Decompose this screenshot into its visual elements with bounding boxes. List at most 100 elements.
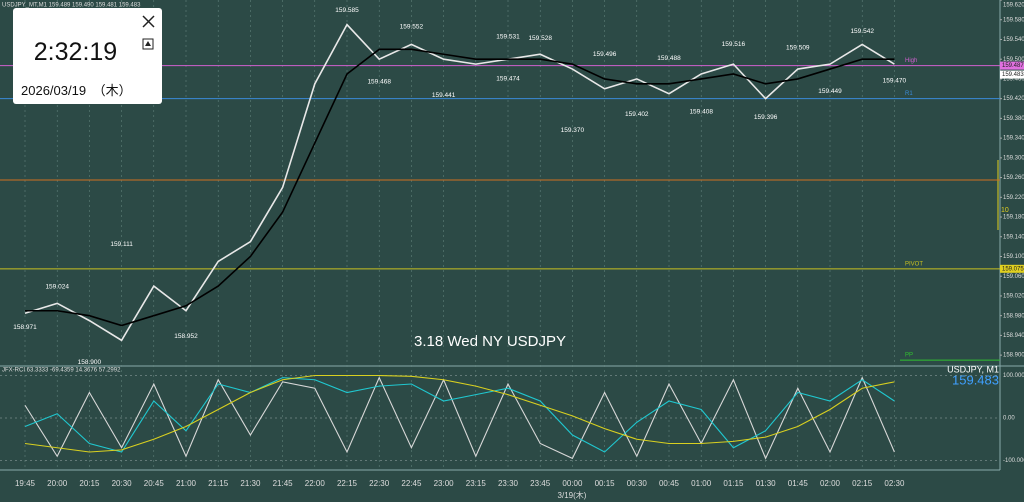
chart-title: 3.18 Wed NY USDJPY (414, 333, 566, 350)
x-tick-label: 02:00 (820, 479, 841, 488)
x-tick-label: 23:15 (466, 479, 487, 488)
y-tick-label: 159.340 (1003, 136, 1024, 142)
clock-date: 2026/03/19 （木） (21, 83, 132, 98)
x-tick-label: 20:45 (144, 479, 165, 488)
price-annotation: 159.402 (625, 111, 649, 118)
x-tick-label: 22:00 (305, 479, 326, 488)
x-tick-label: 02:15 (852, 479, 873, 488)
price-annotation: 159.496 (593, 51, 617, 58)
y-tick-label: 159.380 (1003, 116, 1024, 122)
y-tick-label: 159.540 (1003, 37, 1024, 43)
price-annotation: 158.971 (13, 324, 37, 331)
price-annotation: 159.408 (689, 108, 713, 115)
price-box (1000, 70, 1024, 79)
y-tick-label: 159.100 (1003, 254, 1024, 260)
price-annotation: 159.528 (528, 35, 552, 42)
y-tick-label: 159.220 (1003, 195, 1024, 201)
x-tick-label: 01:15 (723, 479, 744, 488)
pin-arrow (145, 41, 151, 46)
series-line (24, 23, 895, 342)
pin-icon[interactable] (142, 38, 154, 50)
price-annotation: 159.531 (496, 34, 520, 41)
y-tick-label: 159.260 (1003, 175, 1024, 181)
series-line (24, 376, 895, 460)
close-icon[interactable] (142, 15, 155, 28)
y-tick-label: 159.300 (1003, 155, 1024, 161)
price-annotation: 159.396 (754, 114, 778, 121)
level-label: PP (905, 353, 913, 359)
right-marker: 10 (1001, 207, 1009, 214)
price-annotation: 159.488 (657, 55, 681, 62)
price-annotation: 159.449 (818, 88, 842, 95)
price-annotation: 159.370 (561, 127, 585, 134)
x-tick-label: 00:30 (627, 479, 648, 488)
price-annotation: 159.111 (110, 241, 133, 248)
symbol: USDJPY, M1 (947, 364, 999, 374)
date-label: 3/19(木) (558, 490, 587, 500)
clock-time: 2:32:19 (33, 38, 118, 66)
y-tick-label: 159.420 (1003, 96, 1024, 102)
y-tick-label: 158.980 (1003, 313, 1024, 319)
chart-header: USDJPY_MT,M1 159.489 159.490 159.481 159… (2, 3, 141, 9)
price-box-label: 159.075 (1002, 266, 1024, 272)
x-tick-label: 00:00 (562, 479, 583, 488)
indicator-tick-label: 0.00 (1003, 416, 1015, 422)
clock-icons (142, 15, 155, 50)
x-tick-label: 02:30 (884, 479, 905, 488)
price-annotation: 158.952 (174, 333, 198, 340)
x-tick-label: 22:45 (401, 479, 422, 488)
x-tick-label: 22:30 (369, 479, 390, 488)
price-annotation: 159.468 (367, 79, 391, 86)
x-tick-label: 01:30 (756, 479, 777, 488)
price-annotation: 159.474 (496, 76, 520, 83)
y-tick-label: 159.180 (1003, 215, 1024, 221)
price-annotation: 158.900 (78, 359, 102, 366)
x-tick-label: 01:45 (788, 479, 809, 488)
x-tick-label: 20:00 (47, 479, 68, 488)
series-line (25, 48, 895, 327)
price-box (1000, 61, 1024, 70)
y-tick-label: 159.140 (1003, 234, 1024, 240)
x-tick-label: 23:45 (530, 479, 551, 488)
y-tick-label: 159.020 (1003, 294, 1024, 300)
price-annotation: 159.024 (45, 284, 69, 291)
last-price: 159.483 (952, 372, 999, 387)
price-annotation: 159.542 (850, 28, 874, 35)
level-label: R1 (905, 91, 913, 97)
y-tick-label: 159.580 (1003, 17, 1024, 23)
x-tick-label: 21:15 (208, 479, 229, 488)
x-tick-label: 20:30 (112, 479, 133, 488)
x-tick-label: 23:30 (498, 479, 519, 488)
level-label: High (905, 58, 917, 64)
x-tick-label: 00:15 (595, 479, 616, 488)
x-tick-label: 01:00 (691, 479, 712, 488)
x-tick-label: 22:15 (337, 479, 358, 488)
y-tick-label: 158.900 (1003, 353, 1024, 359)
x-tick-label: 00:45 (659, 479, 680, 488)
y-tick-label: 159.620 (1003, 3, 1024, 9)
y-tick-label: 159.460 (1003, 76, 1024, 82)
x-tick-label: 21:00 (176, 479, 197, 488)
clock-widget: 2:32:19 2026/03/19 （木） (13, 8, 162, 104)
price-annotation: 159.585 (335, 7, 359, 14)
y-tick-label: 159.500 (1003, 57, 1024, 63)
price-box-label: 159.487 (1002, 63, 1024, 69)
level-label: PIVOT (905, 261, 923, 267)
price-annotation: 159.441 (432, 92, 456, 99)
x-tick-label: 21:30 (240, 479, 261, 488)
price-annotation: 159.509 (786, 44, 810, 51)
x-tick-label: 19:45 (15, 479, 36, 488)
x-tick-label: 23:00 (434, 479, 455, 488)
x-tick-label: 20:15 (79, 479, 100, 488)
price-annotation: 159.552 (400, 23, 424, 30)
price-box (1000, 264, 1024, 273)
y-tick-label: 159.060 (1003, 274, 1024, 280)
price-annotation: 159.516 (722, 41, 746, 48)
x-tick-label: 21:45 (273, 479, 294, 488)
price-annotation: 159.470 (883, 78, 907, 85)
price-box-label: 159.483 (1002, 72, 1024, 78)
